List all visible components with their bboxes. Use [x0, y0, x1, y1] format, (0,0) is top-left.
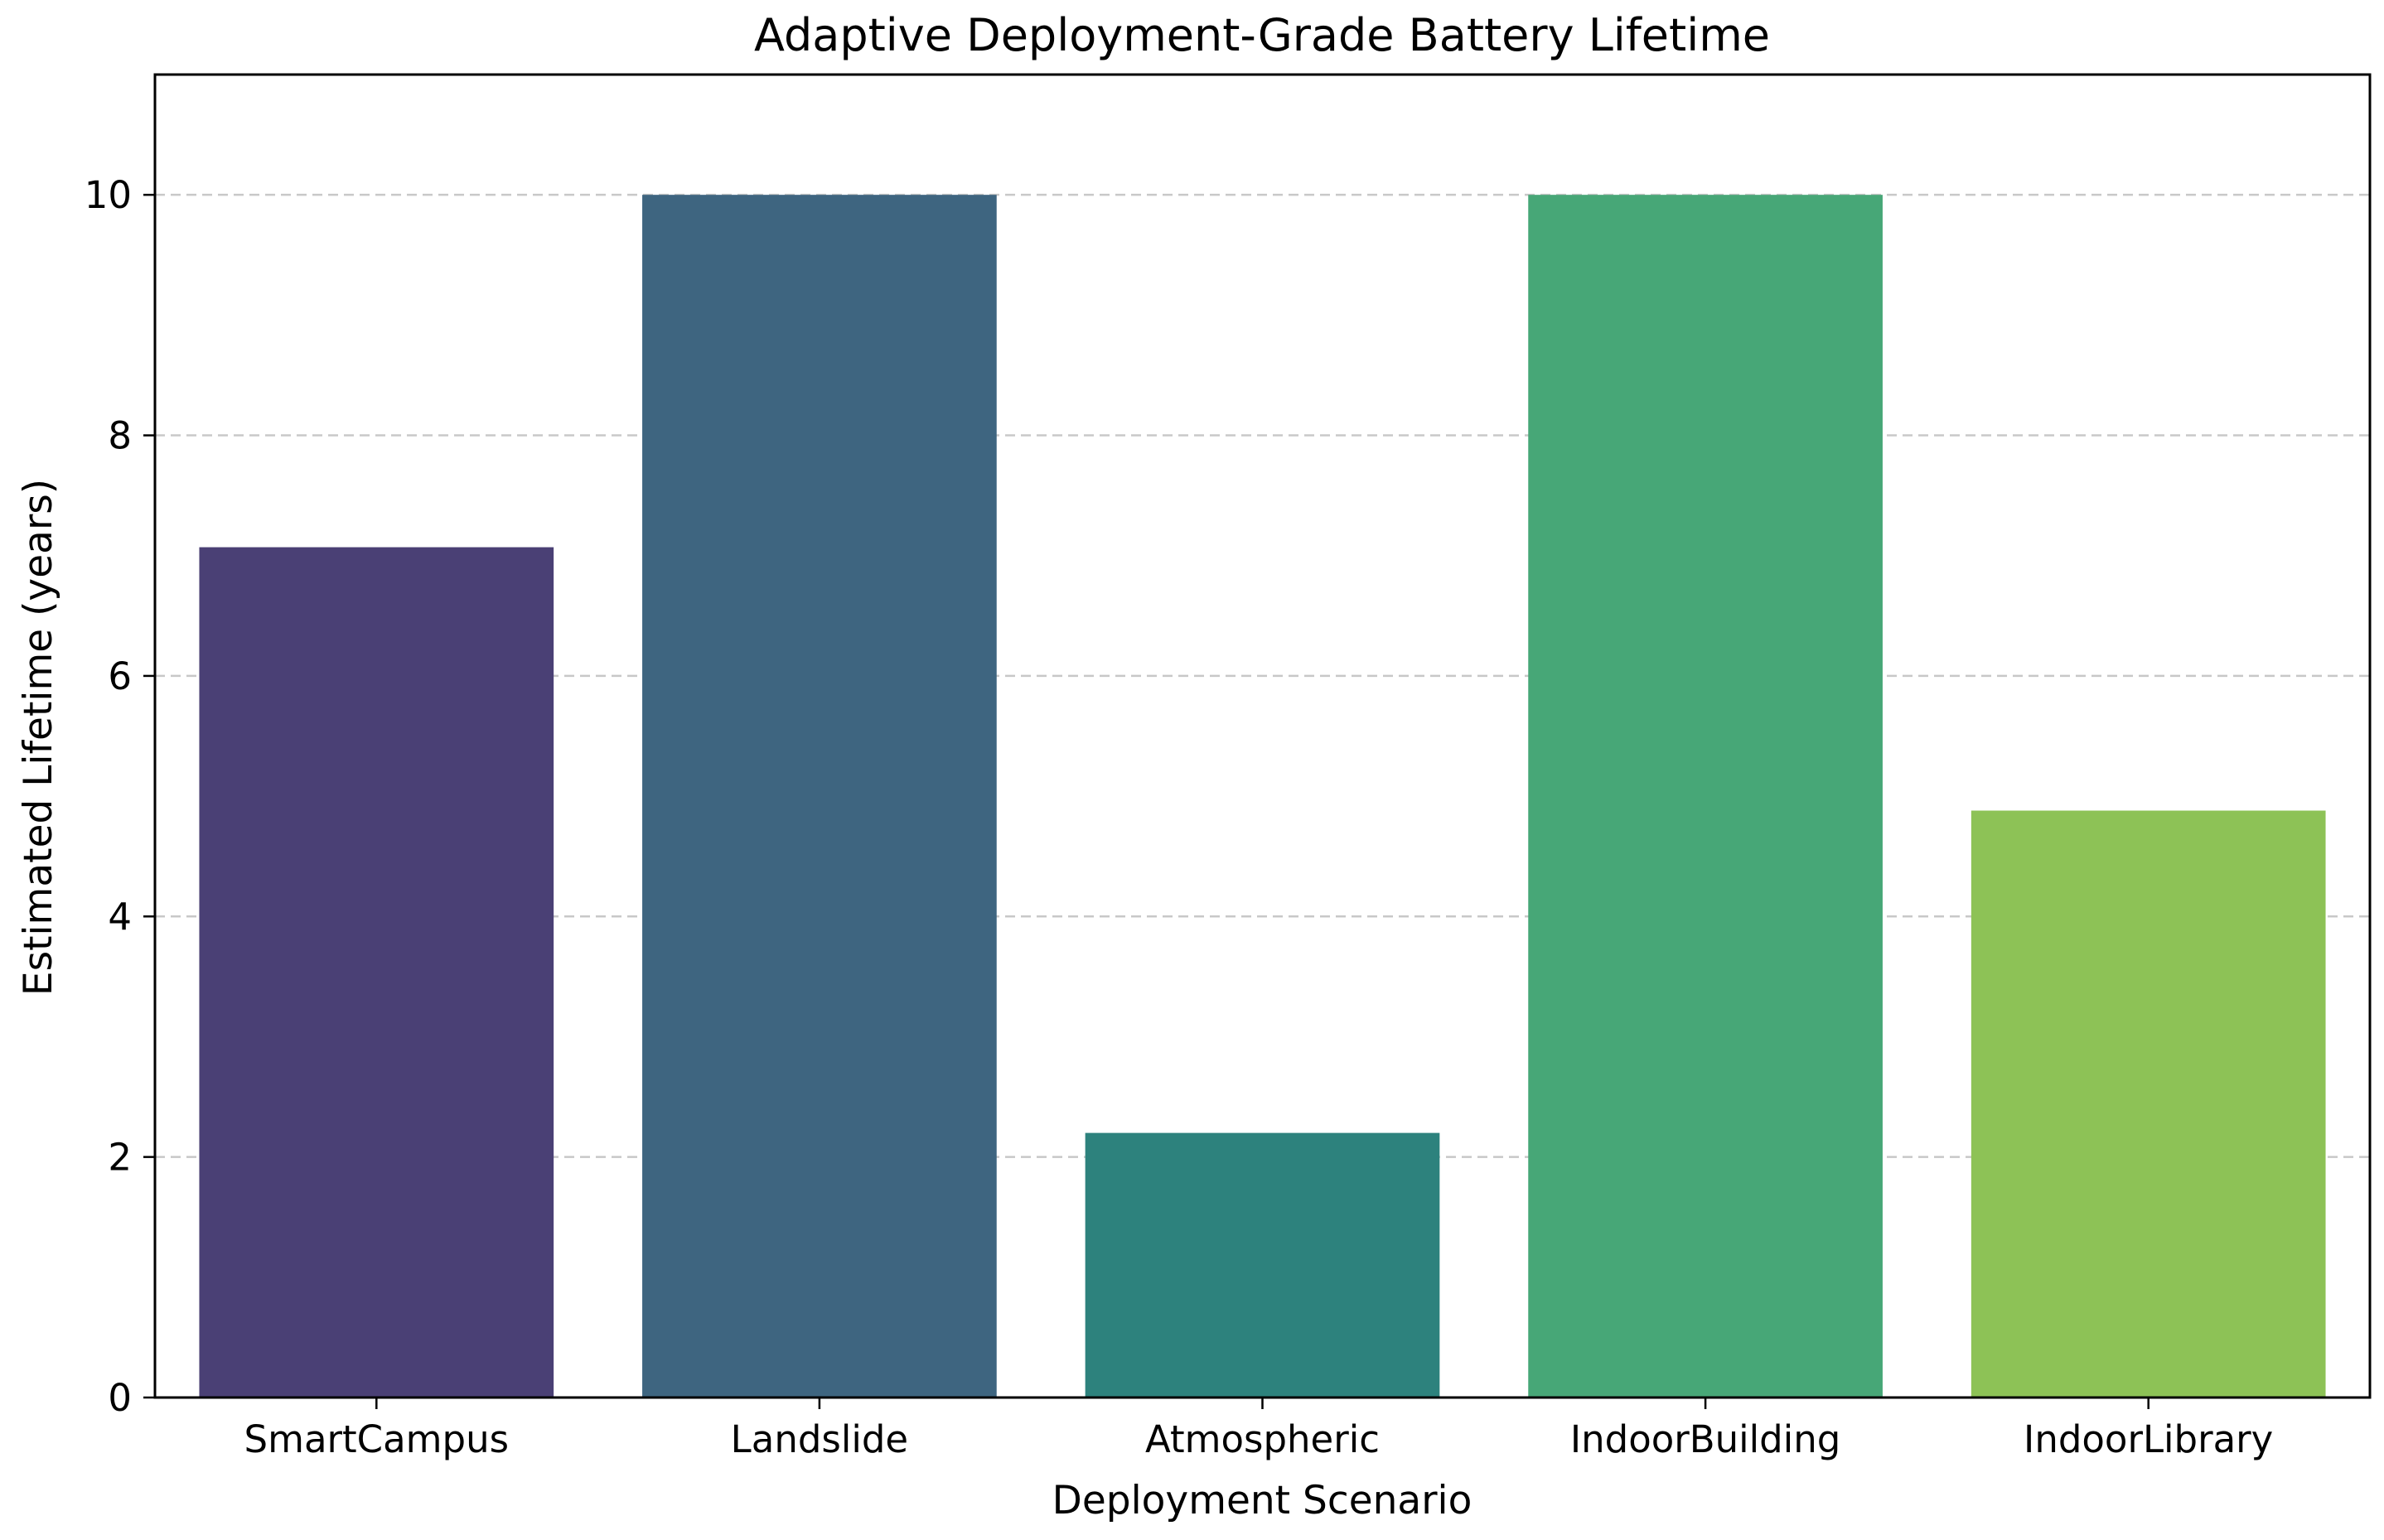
bar-indoorbuilding [1528, 195, 1883, 1398]
bar-landslide [642, 195, 997, 1398]
x-tick-label: IndoorBuilding [1570, 1417, 1840, 1461]
bar-atmospheric [1085, 1132, 1440, 1398]
chart-title: Adaptive Deployment-Grade Battery Lifeti… [754, 9, 1770, 61]
y-tick-label: 6 [108, 654, 132, 698]
y-tick-label: 10 [85, 173, 132, 217]
x-tick-label: IndoorLibrary [2024, 1417, 2273, 1461]
bars [199, 195, 2326, 1398]
y-tick-label: 2 [108, 1136, 132, 1180]
x-tick-label: SmartCampus [244, 1417, 509, 1461]
bar-indoorlibrary [1971, 810, 2326, 1398]
y-tick-label: 0 [108, 1376, 132, 1420]
x-axis: SmartCampus Landslide Atmospheric IndoorBui… [244, 1398, 2273, 1461]
bar-smartcampus [199, 547, 554, 1398]
x-axis-label: Deployment Scenario [1052, 1478, 1472, 1523]
y-axis-label: Estimated Lifetime (years) [16, 479, 61, 996]
y-axis: 0 2 4 6 8 10 [85, 173, 155, 1420]
y-tick-label: 4 [108, 895, 132, 939]
x-tick-label: Atmospheric [1145, 1417, 1380, 1461]
x-tick-label: Landslide [731, 1417, 908, 1461]
y-tick-label: 8 [108, 414, 132, 458]
